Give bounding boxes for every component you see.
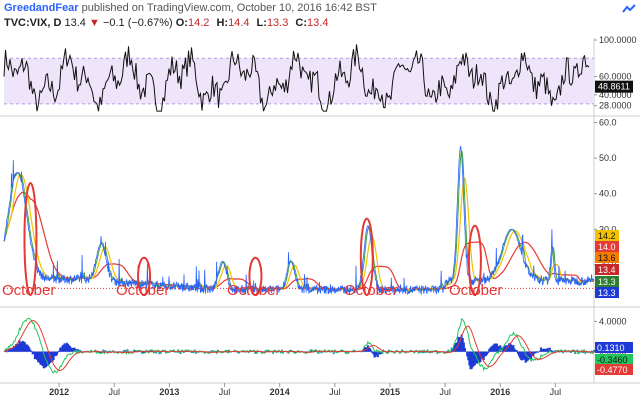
- close-label: C:: [295, 17, 308, 29]
- price-badge: [595, 264, 619, 275]
- october-annotation: October: [344, 282, 397, 299]
- oscillator-tick-label: 28.0000: [599, 101, 632, 111]
- october-annotation: October: [116, 282, 169, 299]
- price-change: −0.1 (−0.67%): [102, 17, 173, 29]
- publish-info: GreedandFear published on TradingView.co…: [4, 2, 377, 14]
- down-arrow-icon: ▼: [89, 17, 100, 29]
- price-badge-label: 14.2: [598, 231, 616, 241]
- macd-value-badge: [595, 342, 633, 353]
- chart-header: GreedandFear published on TradingView.co…: [0, 0, 640, 38]
- price-badge: [595, 287, 619, 298]
- high-value: 14.4: [228, 17, 250, 29]
- oscillator-last-value: 48.8611: [598, 82, 630, 92]
- price-badge: [595, 230, 619, 241]
- time-tick-label: Jul: [109, 387, 121, 397]
- october-highlight: [137, 256, 152, 297]
- price-tick-label: 50.0: [599, 153, 617, 163]
- time-tick-label: 2016: [490, 387, 510, 397]
- macd-value-label: -0.4770: [597, 365, 628, 375]
- macd-tick-label: 4.0000: [599, 316, 627, 326]
- moving-average-fast: [3, 150, 595, 294]
- open-label: O:: [175, 17, 188, 29]
- oscillator-tick-label: 60.0000: [599, 72, 632, 82]
- price-tick-label: 40.0: [599, 189, 617, 199]
- price-badge-label: 13.3: [598, 288, 616, 298]
- macd-value-badge: [595, 364, 633, 375]
- macd-value-badge: [595, 354, 633, 365]
- low-label: L:: [256, 17, 267, 29]
- price-badge: [595, 241, 619, 252]
- open-value: 14.2: [187, 17, 210, 29]
- publish-text: published on TradingView.com, October 10…: [81, 2, 377, 14]
- close-value: 13.4: [307, 17, 329, 29]
- last-price: 13.4: [64, 17, 86, 29]
- time-tick-label: Jul: [439, 387, 451, 397]
- author-link[interactable]: GreedandFear: [4, 2, 79, 14]
- october-highlight: [248, 256, 263, 297]
- october-annotation: October: [227, 282, 280, 299]
- time-tick-label: 2013: [159, 387, 179, 397]
- price-badge: [595, 276, 619, 287]
- symbol-name[interactable]: TVC:VIX, D: [4, 17, 62, 29]
- time-tick-label: 2012: [49, 387, 69, 397]
- oscillator-line: [3, 44, 590, 112]
- macd-value-label: 0.1310: [597, 343, 625, 353]
- vix-price-line: [3, 145, 595, 296]
- oscillator-tick-label: 40.0000: [599, 90, 632, 100]
- price-tick-label: 60.0: [599, 118, 617, 128]
- price-tick-label: 30.0: [599, 224, 617, 234]
- october-highlight: [467, 224, 482, 297]
- time-tick-label: 2014: [270, 387, 290, 397]
- low-value: 13.3: [266, 17, 289, 29]
- october-highlight: [23, 182, 38, 297]
- time-tick-label: Jul: [550, 387, 562, 397]
- price-badge-label: 14.0: [598, 242, 616, 252]
- moving-average-mid: [3, 173, 595, 292]
- macd-signal-line: [3, 320, 595, 371]
- price-badge-label: 13.3: [598, 277, 616, 287]
- time-tick-label: Jul: [329, 387, 341, 397]
- price-badge: [595, 252, 619, 263]
- tradingview-logo: [622, 4, 636, 13]
- time-tick-label: Jul: [219, 387, 231, 397]
- price-badge-label: 13.6: [598, 253, 616, 263]
- symbol-quote: TVC:VIX, D 13.4 ▼ −0.1 (−0.67%) O:14.2 H…: [4, 17, 332, 29]
- october-annotation: October: [2, 282, 55, 299]
- october-annotation: October: [449, 282, 502, 299]
- time-tick-label: 2015: [380, 387, 400, 397]
- october-highlight: [359, 217, 374, 297]
- macd-value-label: -0.3460: [597, 355, 628, 365]
- oscillator-last-badge: [595, 80, 633, 93]
- oscillator-tick-label: 100.0000: [599, 35, 637, 45]
- price-badge-label: 13.4: [598, 265, 616, 275]
- high-label: H:: [216, 17, 229, 29]
- moving-average-slow: [3, 191, 594, 291]
